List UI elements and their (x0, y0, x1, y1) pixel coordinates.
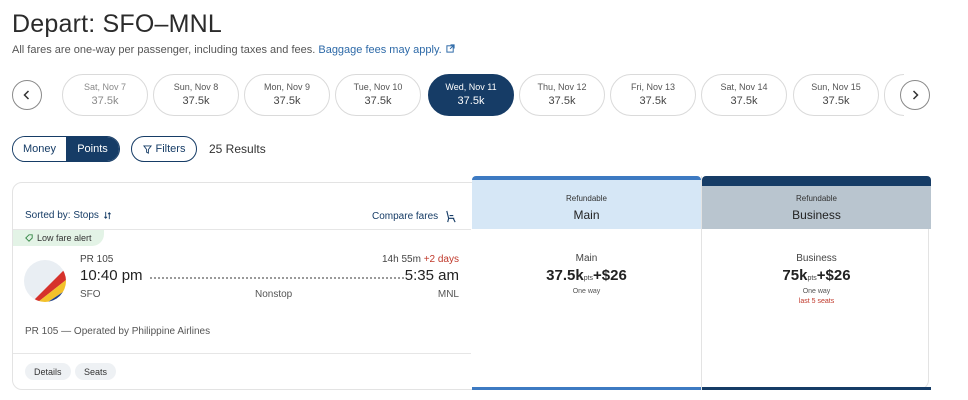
date-label: Sat, Nov 7 (83, 82, 127, 92)
details-button[interactable]: Details (25, 363, 71, 380)
duration-text: 14h 55m (381, 254, 421, 265)
points-unit: pts (583, 275, 594, 282)
chevron-left-icon (23, 90, 30, 100)
page-title: Depart: SFO–MNL (12, 10, 223, 38)
fare-option-business[interactable]: Business 75kpts+$26 One way last 5 seats (702, 229, 931, 305)
route-line (150, 277, 404, 279)
prev-dates-button[interactable] (12, 80, 42, 110)
points-toggle[interactable]: Points (66, 137, 119, 161)
points-unit: pts (807, 275, 817, 282)
date-price: 37.5k (91, 95, 119, 107)
column-bottom-line (702, 387, 931, 390)
date-pill-sat-nov-14[interactable]: Sat, Nov 14 37.5k (701, 74, 787, 116)
date-price: 37.5k (273, 95, 301, 107)
fare-name: Main (575, 253, 598, 264)
date-label: Sun, Nov 15 (811, 82, 861, 92)
date-pill-wed-nov-11[interactable]: Wed, Nov 11 37.5k (428, 74, 514, 116)
date-price: 37.5k (457, 95, 485, 107)
fare-subtitle-text: All fares are one-way per passenger, inc… (12, 44, 316, 56)
fare-note: One way (572, 288, 601, 295)
cabin-name: Main (573, 208, 600, 222)
fare-price: 37.5kpts+$26 (472, 267, 701, 284)
plus-days: +2 days (423, 254, 459, 265)
date-pill-sun-nov-15[interactable]: Sun, Nov 15 37.5k (793, 74, 879, 116)
date-label: Sat, Nov 14 (720, 82, 768, 92)
date-pill-sat-nov-7[interactable]: Sat, Nov 7 37.5k (62, 74, 148, 116)
flight-duration: 14h 55m +2 days (382, 254, 459, 265)
date-label: Thu, Nov 12 (537, 82, 587, 92)
refundable-label: Refundable (796, 194, 837, 203)
results-panel: Sorted by: Stops Compare fares Low fare … (12, 176, 931, 390)
filters-label: Filters (155, 143, 186, 155)
airline-logo (24, 260, 66, 302)
points-value: 75k (782, 267, 808, 284)
date-pill-fri-nov-13[interactable]: Fri, Nov 13 37.5k (610, 74, 696, 116)
seats-button[interactable]: Seats (75, 363, 117, 380)
date-bar: Sat, Nov 7 37.5k Sun, Nov 8 37.5k Mon, N… (12, 74, 932, 118)
sort-arrows-icon (103, 211, 111, 220)
external-link-icon (444, 44, 456, 55)
results-count: 25 Results (209, 142, 266, 156)
fare-name: Business (796, 253, 837, 264)
date-pill-mon-nov-9[interactable]: Mon, Nov 9 37.5k (244, 74, 330, 116)
points-value: 37.5k (546, 267, 584, 284)
cash-value: +$26 (593, 267, 627, 284)
flight-card[interactable]: Low fare alert PR 105 10:40 pm 5:35 am 1… (13, 229, 471, 354)
sort-button[interactable]: Sorted by: Stops (25, 210, 112, 221)
column-bottom-line (472, 387, 701, 390)
refundable-label: Refundable (566, 194, 607, 203)
chevron-right-icon (912, 90, 919, 100)
date-price: 37.5k (730, 95, 758, 107)
date-pill-sun-nov-8[interactable]: Sun, Nov 8 37.5k (153, 74, 239, 116)
low-fare-alert-badge: Low fare alert (13, 230, 104, 246)
date-label: Wed, Nov 11 (445, 82, 497, 92)
money-toggle[interactable]: Money (13, 137, 66, 161)
date-price: 37.5k (548, 95, 576, 107)
origin-airport: SFO (80, 289, 101, 300)
seat-icon (446, 210, 456, 223)
compare-fares-label: Compare fares (372, 211, 439, 222)
tag-icon (25, 234, 33, 242)
fare-column-business: Refundable Business Business 75kpts+$26 … (701, 176, 931, 390)
date-pill-tue-nov-10[interactable]: Tue, Nov 10 37.5k (335, 74, 421, 116)
next-dates-button[interactable] (900, 80, 930, 110)
compare-fares-link[interactable]: Compare fares (372, 210, 457, 223)
cabin-name: Business (792, 208, 841, 222)
alert-badge-label: Low fare alert (37, 233, 92, 243)
date-price: 37.5k (182, 95, 210, 107)
cash-value: +$26 (816, 267, 851, 284)
fare-option-main[interactable]: Main 37.5kpts+$26 One way (472, 229, 701, 295)
date-label: Fri, Nov 13 (630, 82, 675, 92)
fare-subtitle: All fares are one-way per passenger, inc… (12, 44, 455, 56)
date-label: Tue, Nov 10 (353, 82, 403, 92)
destination-airport: MNL (437, 289, 459, 300)
date-label: Mon, Nov 9 (263, 82, 311, 92)
operated-by: PR 105 — Operated by Philippine Airlines (25, 326, 211, 337)
currency-toggle: Money Points (12, 136, 120, 162)
date-label: Sun, Nov 8 (173, 82, 219, 92)
fare-price: 75kpts+$26 (702, 267, 931, 284)
date-price: 37.5k (822, 95, 850, 107)
stops-info: Nonstop (255, 289, 293, 300)
fare-column-main: Refundable Main Main 37.5kpts+$26 One wa… (472, 176, 701, 390)
filters-button[interactable]: Filters (131, 136, 197, 162)
flight-number: PR 105 (80, 254, 114, 265)
arrival-time: 5:35 am (404, 267, 459, 284)
date-price: 37.5k (639, 95, 667, 107)
fare-note: One way (802, 288, 831, 295)
baggage-fees-link[interactable]: Baggage fees may apply. (318, 44, 442, 56)
sorted-by-label: Sorted by: Stops (25, 210, 99, 221)
seats-warning: last 5 seats (798, 298, 835, 305)
date-pill-thu-nov-12[interactable]: Thu, Nov 12 37.5k (519, 74, 605, 116)
date-price: 37.5k (364, 95, 392, 107)
fare-header-business: Refundable Business (702, 176, 931, 229)
fare-header-main: Refundable Main (472, 176, 701, 229)
departure-time: 10:40 pm (80, 267, 143, 284)
filter-icon (142, 144, 152, 154)
